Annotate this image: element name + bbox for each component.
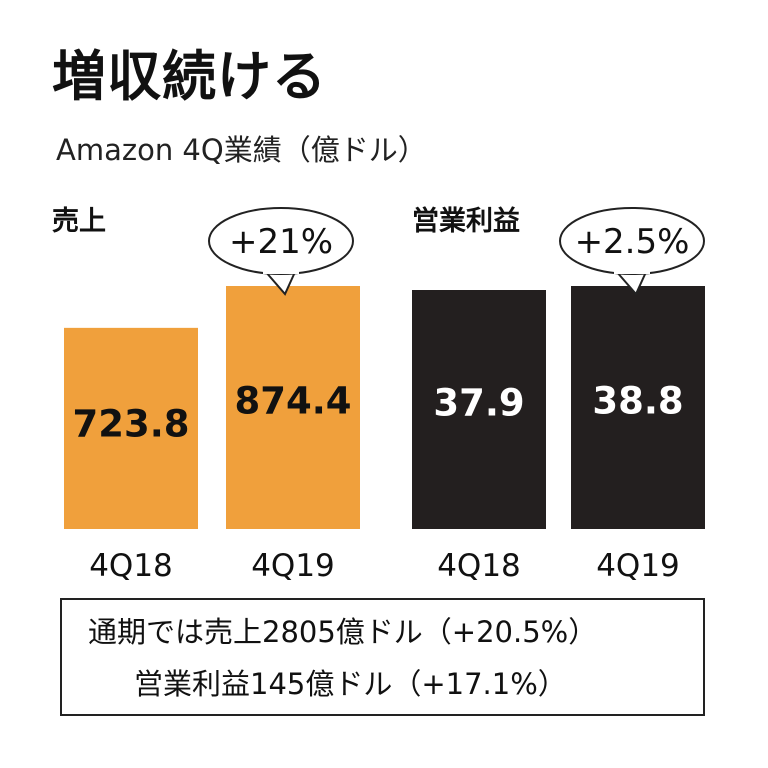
summary-line-annual-revenue: 通期では売上2805億ドル（+20.5%） bbox=[88, 615, 598, 649]
x-tick-label: 4Q18 bbox=[437, 548, 521, 584]
chart-subtitle: Amazon 4Q業績（億ドル） bbox=[56, 133, 427, 167]
x-tick-label: 4Q19 bbox=[251, 548, 335, 584]
chart-title: 増収続ける bbox=[52, 45, 327, 108]
callout-seam bbox=[263, 268, 299, 274]
panel-title: 売上 bbox=[52, 206, 106, 237]
summary-line-annual-operating-income: 営業利益145億ドル（+17.1%） bbox=[134, 667, 567, 701]
bar-value-label: 874.4 bbox=[234, 379, 351, 422]
x-tick-label: 4Q19 bbox=[596, 548, 680, 584]
bar-charts: 売上 723.8 4Q18 874.4 4Q19 +21% 営業利益 37.9 4Q18 38.8… bbox=[52, 205, 705, 584]
growth-annotation: +2.5% bbox=[575, 222, 690, 262]
bar bbox=[412, 290, 546, 529]
callout-pointer bbox=[615, 270, 647, 296]
callout-seam bbox=[614, 268, 650, 274]
bar bbox=[64, 327, 198, 529]
bar bbox=[571, 286, 705, 529]
bar-value-label: 38.8 bbox=[592, 379, 683, 422]
summary-box: 通期では売上2805億ドル（+20.5%） 営業利益145億ドル（+17.1%） bbox=[60, 598, 705, 716]
callout-pointer bbox=[264, 270, 296, 296]
bar-value-label: 37.9 bbox=[433, 382, 524, 425]
x-tick-label: 4Q18 bbox=[89, 548, 173, 584]
panel-title: 営業利益 bbox=[412, 205, 520, 237]
growth-annotation: +21% bbox=[229, 222, 333, 262]
bar bbox=[226, 286, 360, 529]
bar-value-label: 723.8 bbox=[72, 402, 189, 445]
